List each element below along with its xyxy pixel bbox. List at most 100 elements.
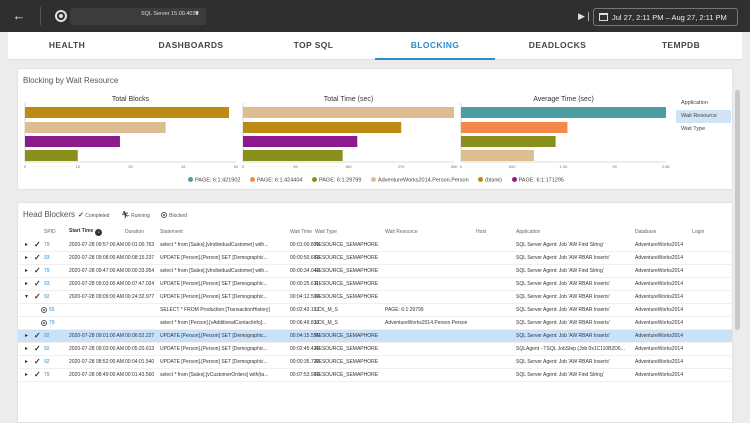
table-row[interactable]: 55 SELECT * FROM Production.[TransactionH… xyxy=(18,304,732,317)
check-icon: ✓ xyxy=(78,212,84,219)
tab-dashboards[interactable]: DASHBOARDS xyxy=(158,40,224,50)
expand-icon[interactable]: ▸ xyxy=(25,346,29,352)
legend-item[interactable]: PAGE: 6:1:171295 xyxy=(511,177,564,184)
col-start-time[interactable]: Start Time ↓ xyxy=(69,228,103,236)
table-row[interactable]: ▸ ✓ 92 2020-07-28 08:52:00 AM 00:04:01.540 UP… xyxy=(18,356,732,369)
expand-icon[interactable]: ▸ xyxy=(25,255,29,261)
panel-title: Head Blockers xyxy=(23,210,76,219)
expand-icon[interactable]: ▸ xyxy=(25,333,29,339)
table-row[interactable]: ▸ ✓ 93 2020-07-28 09:03:00 AM 00:07:47.024 UP… xyxy=(18,278,732,291)
cell-spid[interactable]: 92 xyxy=(44,359,50,365)
cell-wait-time: 00:04:12.500 xyxy=(290,294,320,300)
cell-spid[interactable]: 92 xyxy=(44,294,50,300)
table-row[interactable]: ▸ ✓ 92 2020-07-28 09:03:00 AM 00:05:20.613 UP… xyxy=(18,343,732,356)
col-spid[interactable]: SPID xyxy=(44,229,56,235)
x-tick-label: 18K xyxy=(345,164,352,169)
cell-database: AdventureWorks2014 xyxy=(635,255,683,261)
cell-duration: 00:07:47.024 xyxy=(125,281,155,287)
completed-check-icon: ✓ xyxy=(34,344,41,353)
table-row[interactable]: ▸ ✓ 92 2020-07-28 09:01:00 AM 00:06:52.227 UP… xyxy=(18,330,732,343)
expand-icon[interactable]: ▸ xyxy=(25,372,29,378)
cell-application: SQL Server Agent: Job 'AW RBAR Inserts' xyxy=(516,333,610,339)
legend-dot xyxy=(188,177,193,182)
cell-spid[interactable]: 92 xyxy=(44,346,50,352)
cell-start-time: 2020-07-28 09:01:00 AM xyxy=(69,333,125,339)
tab-blocking[interactable]: BLOCKING xyxy=(375,32,495,60)
cell-statement: UPDATE [Person].[Person] SET [Demographi… xyxy=(160,281,268,287)
server-label: SQL Server 15.00.4033 xyxy=(141,11,199,17)
legend-dot xyxy=(250,177,255,182)
cell-wait-time: 00:01:00.809 xyxy=(290,242,320,248)
col-application[interactable]: Application xyxy=(516,229,541,235)
cell-wait-type: RESOURCE_SEMAPHORE xyxy=(315,359,379,365)
col-host[interactable]: Host xyxy=(476,229,487,235)
cell-application: SQL Server Agent: Job 'AW RBAR Inserts' xyxy=(516,320,610,326)
running-icon: 🏃︎ xyxy=(120,212,130,219)
chart-title: Average Time (sec) xyxy=(533,96,594,103)
sort-desc-icon[interactable]: ↓ xyxy=(95,229,103,236)
expand-icon[interactable]: ▸ xyxy=(25,268,29,274)
expand-icon[interactable]: ▸ xyxy=(25,281,29,287)
completed-check-icon: ✓ xyxy=(34,292,41,301)
collapse-icon[interactable]: ▾ xyxy=(25,294,29,300)
tab-top-sql[interactable]: TOP SQL xyxy=(293,40,334,50)
expand-icon[interactable]: ▸ xyxy=(25,242,29,248)
cell-spid[interactable]: 93 xyxy=(44,281,50,287)
back-arrow-icon[interactable]: ← xyxy=(12,8,26,23)
scrollbar[interactable] xyxy=(735,90,740,330)
table-row[interactable]: ▸ ✓ 79 2020-07-28 09:47:00 AM 00:00:33.954 se… xyxy=(18,265,732,278)
table-row[interactable]: ▸ ✓ 79 2020-07-28 09:57:00 AM 00:01:00.763 se… xyxy=(18,239,732,252)
cell-spid[interactable]: 92 xyxy=(44,333,50,339)
group-by-wait-type[interactable]: Wait Type xyxy=(681,126,706,132)
col-database[interactable]: Database xyxy=(635,229,657,235)
legend-item[interactable]: (blank) xyxy=(478,177,502,184)
cell-spid[interactable]: 79 xyxy=(49,320,55,326)
cell-spid[interactable]: 79 xyxy=(44,372,50,378)
bar xyxy=(25,122,166,133)
legend-item[interactable]: PAGE: 6:1:424404 xyxy=(250,177,302,184)
table-row[interactable]: ▸ ✓ 93 2020-07-28 09:08:00 AM 00:08:15.237 UP… xyxy=(18,252,732,265)
col-statement[interactable]: Statement xyxy=(160,229,183,235)
cell-database: AdventureWorks2014 xyxy=(635,359,683,365)
cell-statement: UPDATE [Person].[Person] SET [Demographi… xyxy=(160,255,268,261)
legend-item[interactable]: PAGE: 6:1:421902 xyxy=(188,177,240,184)
cell-wait-type: RESOURCE_SEMAPHORE xyxy=(315,333,379,339)
col-login[interactable]: Login xyxy=(692,229,705,235)
cell-spid[interactable]: 79 xyxy=(44,242,50,248)
completed-check-icon: ✓ xyxy=(34,331,41,340)
cell-duration: 00:01:00.763 xyxy=(125,242,155,248)
table-row[interactable]: 79 select * from [Person].[vAdditionalCon… xyxy=(18,317,732,330)
table-row[interactable]: ▾ ✓ 92 2020-07-28 09:09:00 AM 00:24:32.977 UP… xyxy=(18,291,732,304)
bar xyxy=(243,122,402,133)
play-pause-icon[interactable]: ▶❘ xyxy=(578,11,593,21)
legend-item[interactable]: PAGE: 6:1:29799 xyxy=(312,177,361,184)
table-row[interactable]: ▸ ✓ 79 2020-07-28 08:49:00 AM 00:01:43.560 se… xyxy=(18,369,732,382)
col-wait-time[interactable]: Wait Time xyxy=(290,229,313,235)
cell-application: SQL Server Agent: Job 'AW RBAR Inserts' xyxy=(516,307,610,313)
expand-icon[interactable]: ▸ xyxy=(25,359,29,365)
cell-spid[interactable]: 93 xyxy=(44,255,50,261)
cell-wait-time: 00:00:25.611 xyxy=(290,281,319,287)
blocking-by-wait-resource-panel: Blocking by Wait Resource Total Blocks 0 1… xyxy=(17,68,733,190)
col-wait-resource[interactable]: Wait Resource xyxy=(385,229,418,235)
tab-health[interactable]: HEALTH xyxy=(48,40,86,50)
time-range-picker[interactable]: Jul 27, 2:11 PM – Aug 27, 2:11 PM xyxy=(593,8,738,26)
cell-spid[interactable]: 55 xyxy=(49,307,55,313)
cell-spid[interactable]: 79 xyxy=(44,268,50,274)
legend-item[interactable]: AdventureWorks2014.Person.Person xyxy=(370,177,469,184)
tab-tempdb[interactable]: TEMPDB xyxy=(661,40,701,50)
group-by-application[interactable]: Application xyxy=(681,100,708,106)
cell-statement: UPDATE [Person].[Person] SET [Demographi… xyxy=(160,294,268,300)
tab-deadlocks[interactable]: DEADLOCKS xyxy=(528,40,587,50)
legend-label: PAGE: 6:1:171295 xyxy=(518,177,564,184)
bar xyxy=(243,107,454,118)
col-wait-type[interactable]: Wait Type xyxy=(315,229,337,235)
group-by-wait-resource[interactable]: Wait Resource xyxy=(676,110,731,123)
top-bar: ← SQL Server 15.00.4033 ▼ ▶❘ Jul 27, 2:1… xyxy=(0,0,750,32)
cell-statement: select * from [Sales].[vCustomerOrders] … xyxy=(160,372,269,378)
col-duration[interactable]: Duration xyxy=(125,229,144,235)
bar xyxy=(461,122,568,133)
cell-database: AdventureWorks2014 xyxy=(635,281,683,287)
server-select[interactable]: SQL Server 15.00.4033 ▼ xyxy=(70,8,206,25)
legend-blocked-label: Blocked xyxy=(169,213,187,219)
